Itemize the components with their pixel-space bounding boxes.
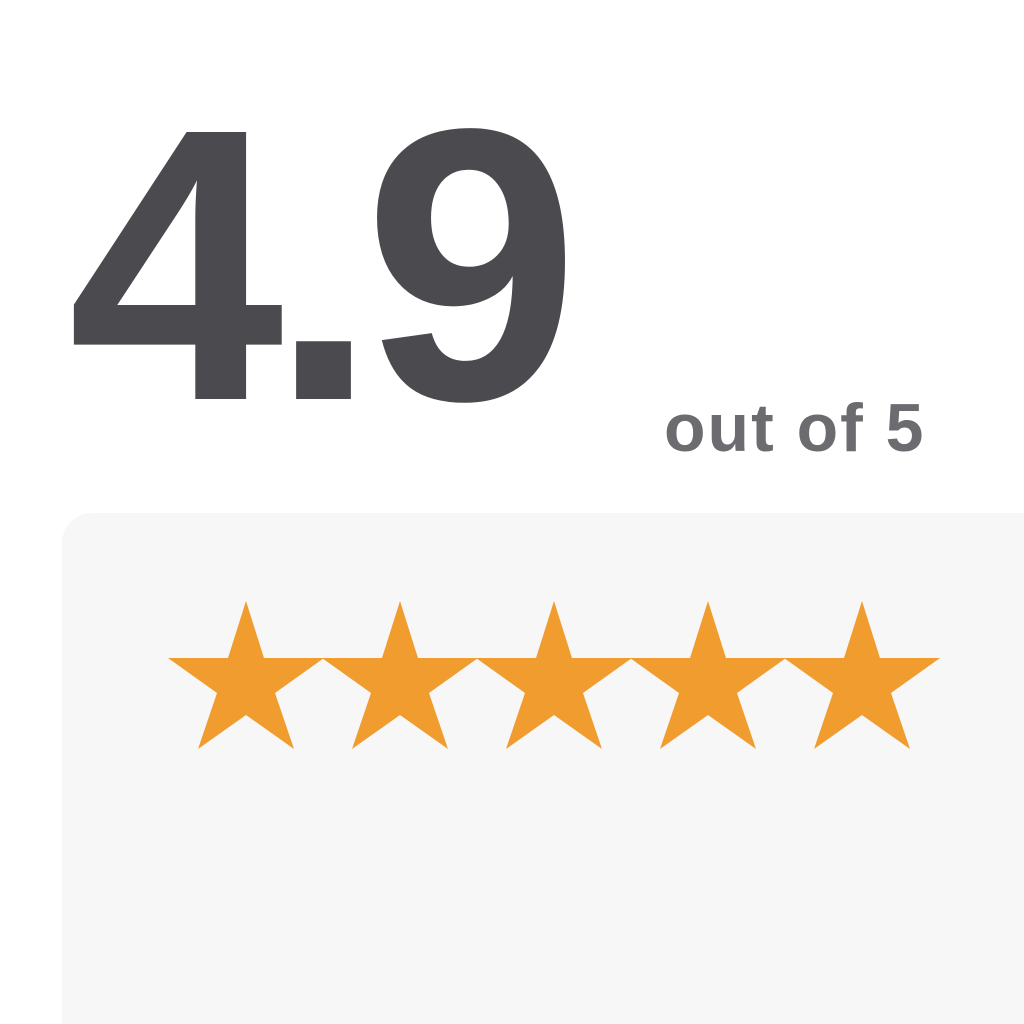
average-rating-value: 4.9 [68,49,579,482]
rating-scale-label: out of 5 [664,390,926,466]
star-icon [630,601,786,749]
star-icon [168,601,324,749]
star-rating-panel [62,513,1024,1024]
star-icon [476,601,632,749]
rating-summary: 4.9 out of 5 [68,72,1008,463]
star-icon [784,601,940,749]
star-rating-row [166,599,946,749]
star-icon [322,601,478,749]
